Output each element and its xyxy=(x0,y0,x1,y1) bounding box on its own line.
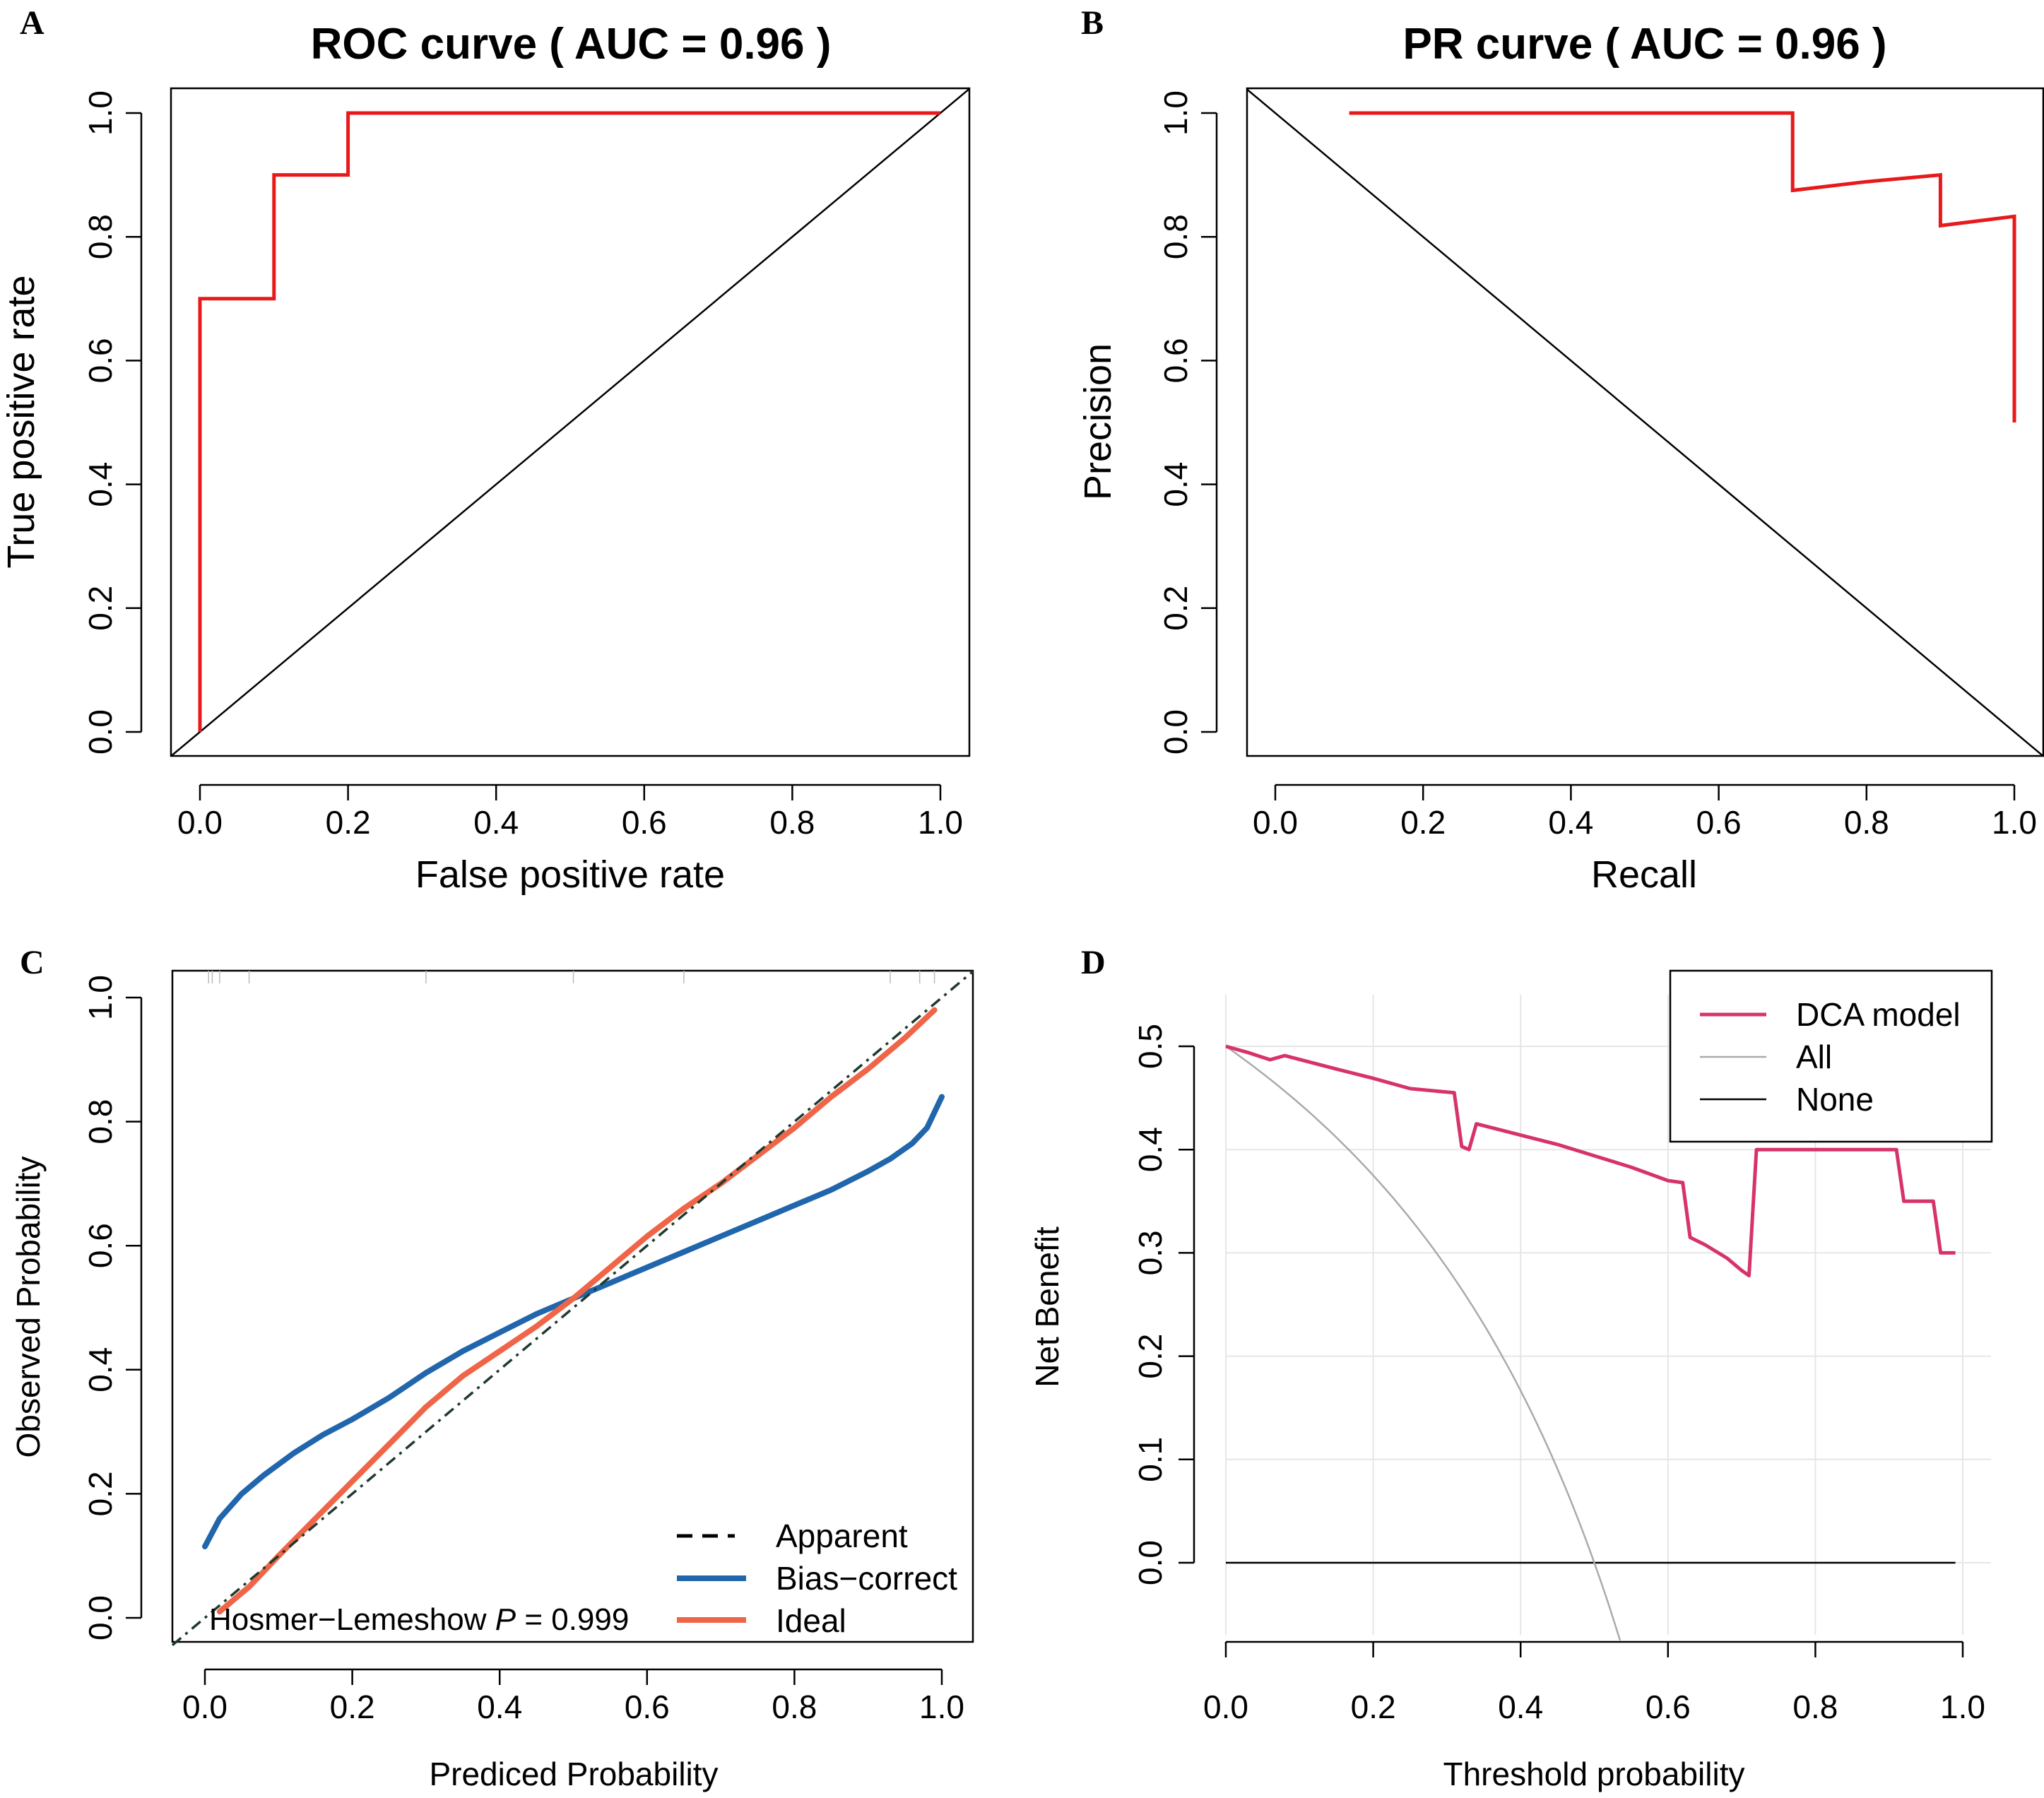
dca-all-curve xyxy=(1225,1045,1621,1641)
legend-label-dca-model: DCA model xyxy=(1796,996,1961,1033)
dca-x-tick-label: 0.6 xyxy=(1646,1688,1691,1725)
dca-y-tick-label: 0.3 xyxy=(1132,1230,1169,1275)
legend-label-apparent: Apparent xyxy=(776,1518,908,1554)
legend-label-all: All xyxy=(1796,1039,1832,1075)
calibration-apparent-line xyxy=(171,970,974,1647)
calibration-y-tick-label: 0.0 xyxy=(82,1595,119,1640)
calibration-x-tick-label: 0.0 xyxy=(182,1688,228,1725)
dca-y-axis-title: Net Benefit xyxy=(1029,1226,1065,1388)
panel-c: C 0.0 0.2 0.4 0.6 0.8 1.0 0.0 0.2 0.4 0.6 0.8 1.0 A… xyxy=(10,944,974,1792)
calibration-legend: Apparent Bias−correct Ideal xyxy=(677,1518,957,1639)
panel-label-b: B xyxy=(1081,4,1104,42)
roc-x-tick-label: 1.0 xyxy=(918,804,963,841)
roc-curve xyxy=(198,111,940,732)
dca-y-tick-label: 0.0 xyxy=(1132,1540,1169,1585)
calibration-y-tick-label: 1.0 xyxy=(82,975,119,1020)
calibration-plot-frame xyxy=(171,969,974,1643)
roc-y-tick-label: 1.0 xyxy=(82,90,119,136)
calibration-ideal-line xyxy=(216,1007,938,1615)
pr-reference-diagonal xyxy=(1246,88,2044,757)
calibration-y-axis-title: Observed Probability xyxy=(10,1157,47,1458)
calibration-x-tick-label: 0.8 xyxy=(772,1688,817,1725)
calibration-y-tick-label: 0.6 xyxy=(82,1223,119,1268)
dca-y-tick-label: 0.2 xyxy=(1132,1334,1169,1379)
calibration-rug xyxy=(208,971,935,983)
roc-y-tick-label: 0.2 xyxy=(82,586,119,631)
pr-x-tick-label: 0.4 xyxy=(1548,804,1593,841)
calibration-x-tick-label: 1.0 xyxy=(919,1688,964,1725)
dca-x-axis-title: Threshold probability xyxy=(1443,1756,1744,1792)
roc-reference-diagonal xyxy=(170,88,970,757)
panel-label-d: D xyxy=(1081,944,1106,981)
pr-x-tick-label: 0.0 xyxy=(1253,804,1298,841)
dca-y-tick-label: 0.5 xyxy=(1132,1024,1169,1069)
dca-y-tick-label: 0.4 xyxy=(1132,1127,1169,1172)
dca-legend: DCA model All None xyxy=(1669,969,1993,1143)
calibration-y-tick-label: 0.8 xyxy=(82,1099,119,1145)
hl-prefix: Hosmer−Lemeshow xyxy=(209,1602,495,1637)
roc-title: ROC curve ( AUC = 0.96 ) xyxy=(311,20,832,69)
hosmer-lemeshow-annotation: Hosmer−Lemeshow P = 0.999 xyxy=(209,1602,629,1637)
roc-x-tick-label: 0.4 xyxy=(473,804,519,841)
pr-y-tick-label: 0.0 xyxy=(1157,709,1194,755)
pr-x-tick-label: 0.2 xyxy=(1400,804,1446,841)
calibration-bias-correct-line xyxy=(202,1094,945,1549)
panel-a: A ROC curve ( AUC = 0.96 ) 0.0 0.2 0.4 0.6 0… xyxy=(0,4,971,896)
calibration-x-axis-title: Prediced Probability xyxy=(429,1756,718,1792)
hl-stat: P xyxy=(495,1602,516,1637)
roc-y-tick-label: 0.8 xyxy=(82,214,119,259)
pr-y-tick-label: 0.4 xyxy=(1157,462,1194,507)
dca-x-tick-label: 0.4 xyxy=(1498,1688,1543,1725)
panel-d: D 0.0 0.2 0.4 0.6 0.8 1.0 0.0 0.1 0.2 0.3 0.4 0.5 D… xyxy=(1029,944,1993,1792)
roc-x-axis-title: False positive rate xyxy=(415,853,725,896)
pr-title: PR curve ( AUC = 0.96 ) xyxy=(1402,20,1886,69)
pr-plot-frame xyxy=(1246,87,2044,757)
legend-label-ideal: Ideal xyxy=(776,1602,846,1639)
dca-model-curve xyxy=(1225,1044,1956,1278)
calibration-plot-area: 0.0 0.2 0.4 0.6 0.8 1.0 0.0 0.2 0.4 0.6 0.8 1.0 xyxy=(82,970,974,1725)
calibration-x-tick-label: 0.2 xyxy=(330,1688,375,1725)
pr-x-tick-label: 0.6 xyxy=(1696,804,1742,841)
pr-x-axis-title: Recall xyxy=(1591,853,1697,896)
roc-y-tick-label: 0.6 xyxy=(82,338,119,383)
roc-x-tick-label: 0.6 xyxy=(622,804,667,841)
dca-x-tick-label: 1.0 xyxy=(1940,1688,1985,1725)
calibration-y-tick-label: 0.4 xyxy=(82,1347,119,1392)
panel-label-a: A xyxy=(20,4,45,42)
panel-label-c: C xyxy=(20,944,45,981)
pr-y-tick-label: 0.8 xyxy=(1157,214,1194,259)
pr-curve xyxy=(1349,111,2016,422)
roc-plot-area: 0.0 0.2 0.4 0.6 0.8 1.0 0.0 0.2 0.4 0.6 0.8 1.0 xyxy=(82,88,970,841)
calibration-x-tick-label: 0.4 xyxy=(477,1688,522,1725)
dca-x-tick-label: 0.8 xyxy=(1792,1688,1838,1725)
pr-x-tick-label: 0.8 xyxy=(1844,804,1889,841)
pr-y-axis-title: Precision xyxy=(1077,343,1119,500)
calibration-y-tick-label: 0.2 xyxy=(82,1471,119,1516)
dca-x-tick-label: 0.2 xyxy=(1351,1688,1396,1725)
roc-plot-frame xyxy=(170,87,971,757)
panel-b: B PR curve ( AUC = 0.96 ) 0.0 0.2 0.4 0.6 0.… xyxy=(1077,4,2044,896)
roc-y-axis-title: True positive rate xyxy=(0,275,42,568)
legend-label-bias-correct: Bias−correct xyxy=(776,1560,957,1597)
roc-x-tick-label: 0.8 xyxy=(769,804,815,841)
dca-y-tick-label: 0.1 xyxy=(1132,1437,1169,1482)
roc-x-tick-label: 0.0 xyxy=(177,804,223,841)
pr-y-tick-label: 0.6 xyxy=(1157,338,1194,383)
pr-y-tick-label: 0.2 xyxy=(1157,586,1194,631)
roc-y-tick-label: 0.0 xyxy=(82,709,119,755)
pr-plot-area: 0.0 0.2 0.4 0.6 0.8 1.0 0.0 0.2 0.4 0.6 0.8 1.0 xyxy=(1157,88,2044,841)
legend-label-none: None xyxy=(1796,1081,1874,1118)
pr-x-tick-label: 1.0 xyxy=(1992,804,2037,841)
dca-x-tick-label: 0.0 xyxy=(1203,1688,1248,1725)
pr-y-tick-label: 1.0 xyxy=(1157,90,1194,136)
hl-suffix: = 0.999 xyxy=(516,1602,629,1637)
calibration-x-tick-label: 0.6 xyxy=(625,1688,670,1725)
roc-x-tick-label: 0.2 xyxy=(326,804,371,841)
roc-y-tick-label: 0.4 xyxy=(82,462,119,507)
